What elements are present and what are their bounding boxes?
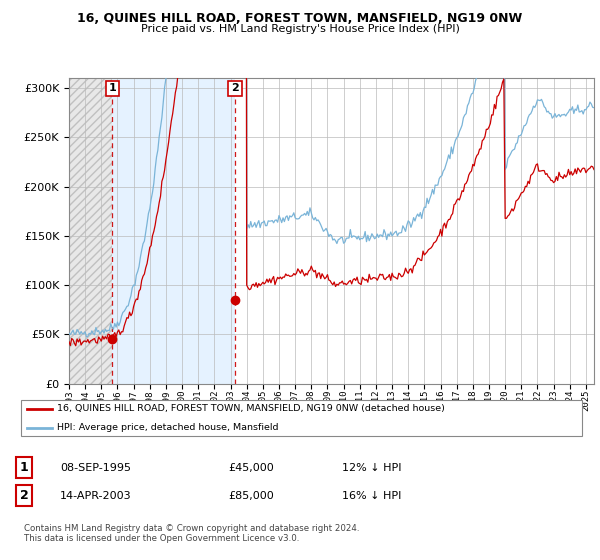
Text: Contains HM Land Registry data © Crown copyright and database right 2024.
This d: Contains HM Land Registry data © Crown c…: [24, 524, 359, 543]
Bar: [112, 78, 235, 384]
FancyBboxPatch shape: [21, 400, 582, 436]
Text: HPI: Average price, detached house, Mansfield: HPI: Average price, detached house, Mans…: [56, 423, 278, 432]
Text: Price paid vs. HM Land Registry's House Price Index (HPI): Price paid vs. HM Land Registry's House …: [140, 24, 460, 34]
Text: 1: 1: [109, 83, 116, 94]
Text: 2: 2: [20, 489, 28, 502]
Bar: [69, 78, 112, 384]
Text: 16, QUINES HILL ROAD, FOREST TOWN, MANSFIELD, NG19 0NW (detached house): 16, QUINES HILL ROAD, FOREST TOWN, MANSF…: [56, 404, 445, 413]
Text: 08-SEP-1995: 08-SEP-1995: [60, 463, 131, 473]
Text: 16% ↓ HPI: 16% ↓ HPI: [342, 491, 401, 501]
Text: 1: 1: [20, 461, 28, 474]
Text: 2: 2: [231, 83, 239, 94]
Text: 16, QUINES HILL ROAD, FOREST TOWN, MANSFIELD, NG19 0NW: 16, QUINES HILL ROAD, FOREST TOWN, MANSF…: [77, 12, 523, 25]
Text: £45,000: £45,000: [228, 463, 274, 473]
Text: £85,000: £85,000: [228, 491, 274, 501]
Bar: [69, 78, 112, 384]
Text: 14-APR-2003: 14-APR-2003: [60, 491, 131, 501]
Text: 12% ↓ HPI: 12% ↓ HPI: [342, 463, 401, 473]
